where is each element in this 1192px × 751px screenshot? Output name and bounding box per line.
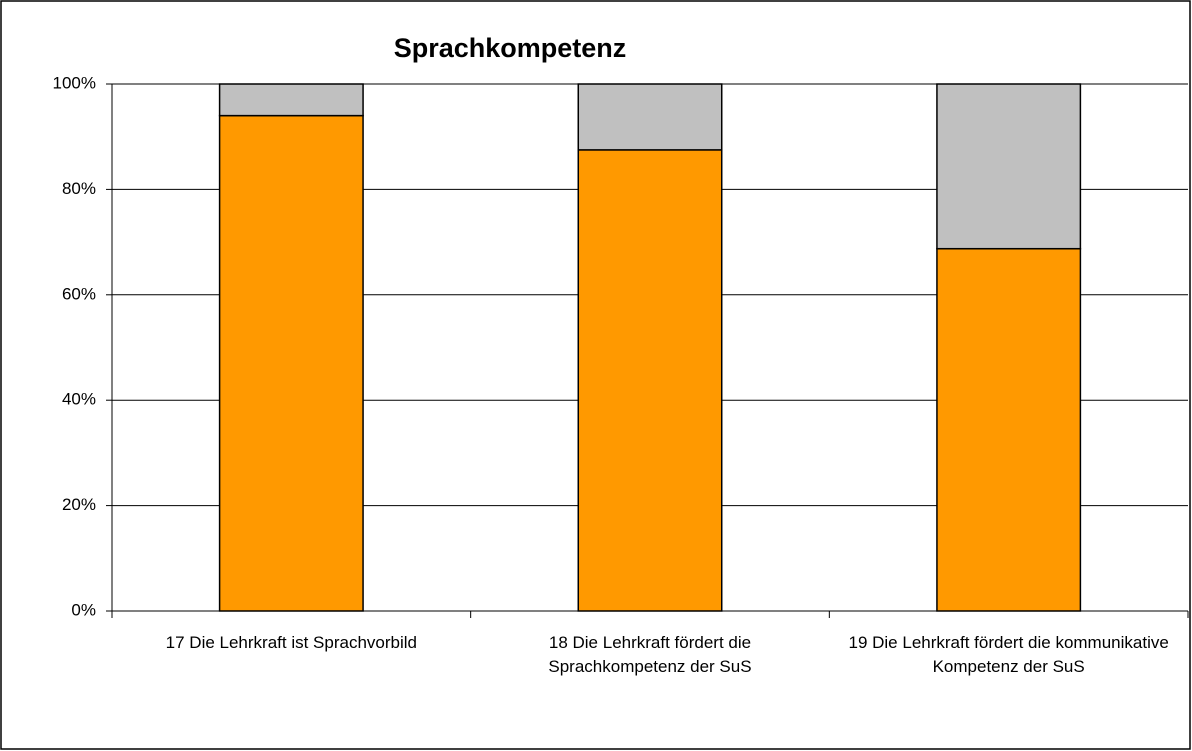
y-tick-label: 80%	[62, 179, 96, 198]
y-tick-label: 100%	[53, 73, 96, 92]
bar-segment	[577, 149, 723, 612]
bar-segment	[936, 83, 1082, 250]
y-tick-label: 20%	[62, 495, 96, 514]
x-tick-label: 17 Die Lehrkraft ist Sprachvorbild	[165, 633, 417, 652]
bar-segment	[577, 83, 723, 151]
bar-segment	[218, 114, 364, 612]
y-tick-label: 60%	[62, 284, 96, 303]
y-tick-label: 0%	[71, 600, 96, 619]
y-tick-label: 40%	[62, 390, 96, 409]
chart-title: Sprachkompetenz	[394, 33, 627, 63]
x-tick-label: 18 Die Lehrkraft fördert die Sprachkompe…	[548, 633, 752, 676]
bar-segment	[218, 83, 364, 117]
x-tick-label: 19 Die Lehrkraft fördert die kommunikati…	[848, 633, 1169, 676]
bar-segment	[936, 247, 1082, 612]
